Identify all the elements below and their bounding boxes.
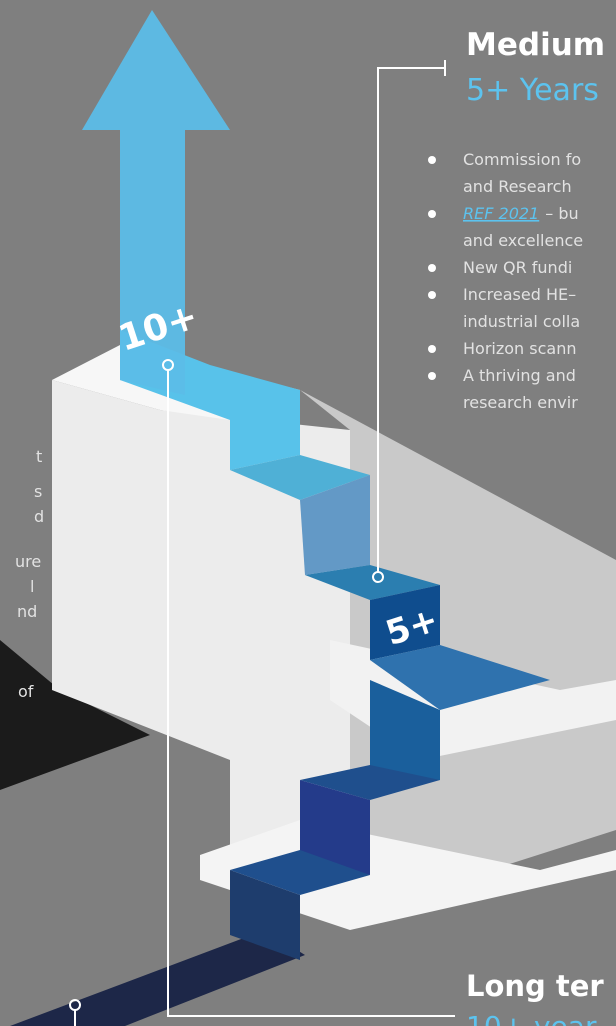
left-fragment: t — [36, 447, 42, 466]
bullet-dot — [428, 372, 436, 380]
text: Commission fo — [463, 150, 581, 169]
bullet-text: A thriving and — [463, 366, 576, 385]
infographic: 10+ 5+ Medium 5+ Years Commission foand … — [0, 0, 616, 1026]
text: research envir — [463, 393, 578, 412]
bullet-text: Commission fo — [463, 150, 581, 169]
section-title: Medium — [466, 27, 605, 63]
link[interactable]: REF 2021 — [463, 204, 539, 223]
bullet-text: Horizon scann — [463, 339, 576, 358]
text: – bu — [545, 204, 578, 223]
bullet-dot — [428, 210, 436, 218]
bullet-dot — [428, 291, 436, 299]
text: industrial colla — [463, 312, 580, 331]
section-title: Long ter — [466, 969, 604, 1003]
bullet-text: and excellence — [463, 231, 583, 250]
bullet-text: REF 2021 – bu — [463, 204, 579, 223]
bullet-dot — [428, 345, 436, 353]
bullet-text: and Research — [463, 177, 572, 196]
left-fragment: of — [18, 682, 34, 701]
bullet-dot — [428, 264, 436, 272]
text: A thriving and — [463, 366, 576, 385]
text: Increased HE– — [463, 285, 576, 304]
section-subtitle: 5+ Years — [466, 73, 599, 108]
bullet-text: research envir — [463, 393, 578, 412]
left-fragment: ure — [15, 552, 41, 571]
text: and excellence — [463, 231, 583, 250]
bullet-text: New QR fundi — [463, 258, 572, 277]
left-fragment: s — [34, 482, 42, 501]
bullet-text: industrial colla — [463, 312, 580, 331]
left-fragment: d — [34, 507, 44, 526]
left-fragment: nd — [17, 602, 37, 621]
bullet-list: Commission fo and Research REF 2021 – bu and… — [428, 150, 583, 412]
left-fragment: l — [30, 577, 34, 596]
section-subtitle: 10+ year — [466, 1010, 597, 1026]
page: 10+ 5+ Medium 5+ Years Commission foand … — [0, 0, 616, 1026]
bullet-text: Increased HE– — [463, 285, 576, 304]
text: New QR fundi — [463, 258, 572, 277]
bullet-dot — [428, 156, 436, 164]
text: and Research — [463, 177, 572, 196]
text: Horizon scann — [463, 339, 576, 358]
